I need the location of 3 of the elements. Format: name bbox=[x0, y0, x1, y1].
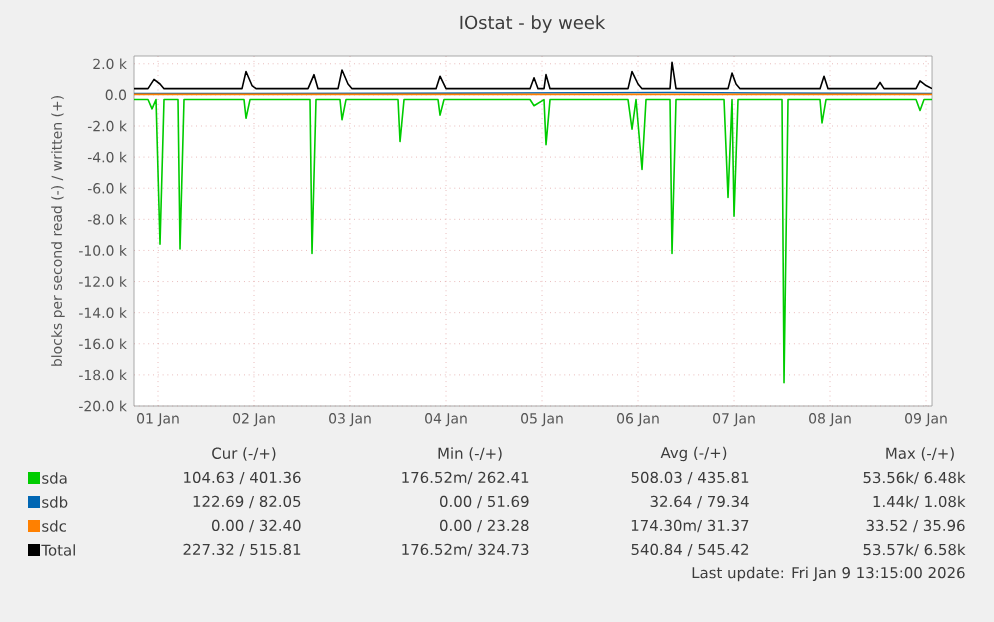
line-series bbox=[134, 98, 933, 384]
line-series bbox=[134, 61, 933, 90]
chart-title: IOstat - by week bbox=[460, 15, 606, 33]
